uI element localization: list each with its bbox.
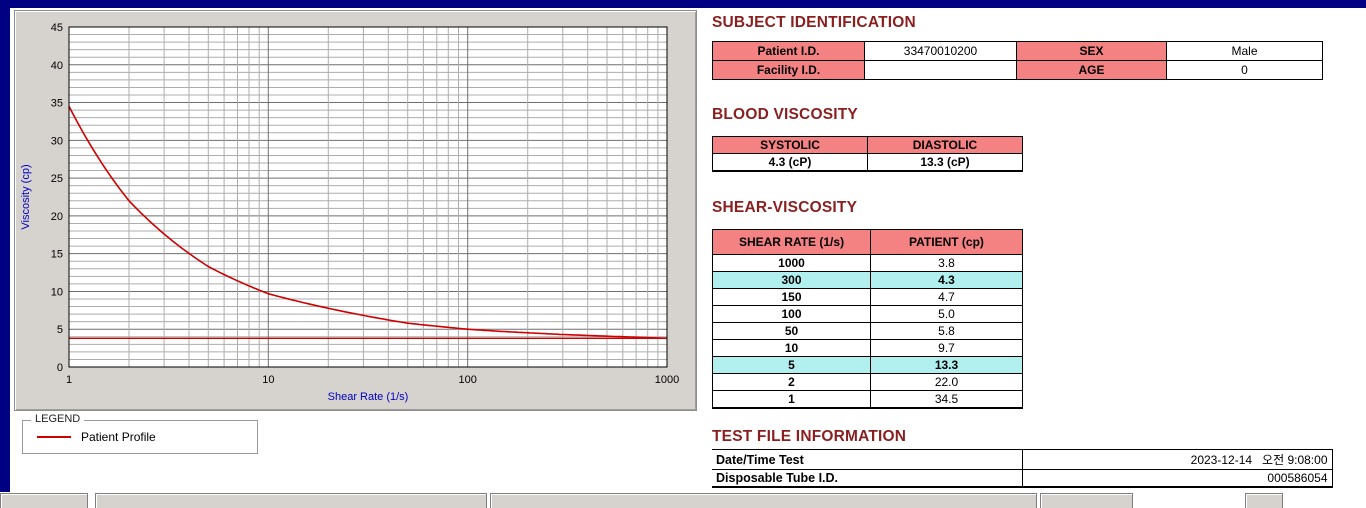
y-tick-label: 15: [51, 249, 63, 261]
shear-rate-cell: 5: [712, 356, 871, 374]
x-axis-title: Shear Rate (1/s): [328, 391, 409, 403]
table-row: SHEAR RATE (1/s) PATIENT (cp): [712, 229, 1023, 255]
table-row: 100 5.0: [712, 305, 1023, 323]
table-row: 2 22.0: [712, 373, 1023, 391]
y-axis-title: Viscosity (cp): [20, 164, 32, 229]
table-row: 4.3 (cP) 13.3 (cP): [712, 153, 1023, 172]
table-row: SYSTOLIC DIASTOLIC: [712, 136, 1023, 154]
patient-viscosity-cell: 4.7: [870, 288, 1023, 306]
age-label: AGE: [1016, 60, 1167, 80]
diastolic-value: 13.3 (cP): [867, 153, 1023, 172]
shear-rate-column-header: SHEAR RATE (1/s): [712, 229, 871, 255]
patient-id-value: 33470010200: [864, 41, 1017, 61]
viscosity-chart-panel: 0 5 10 15 20 25 30 35 40 45 1 10 100 1000 Shear Rate (…: [14, 10, 697, 411]
legend-line-swatch: [37, 436, 71, 438]
legend-entry: Patient Profile: [23, 421, 257, 453]
disposable-tube-id-value: 000586054: [1021, 469, 1333, 488]
table-row: 10 9.7: [712, 339, 1023, 357]
window-titlebar-fragment: [0, 0, 1366, 8]
plot-border: [68, 26, 668, 368]
shear-rate-cell: 150: [712, 288, 871, 306]
patient-viscosity-cell: 3.8: [870, 254, 1023, 272]
blood-viscosity-table: SYSTOLIC DIASTOLIC 4.3 (cP) 13.3 (cP): [712, 136, 1023, 172]
x-tick-label: 1000: [655, 374, 679, 386]
y-tick-label: 30: [51, 135, 63, 147]
test-file-information-table: Date/Time Test 2023-12-14 오전 9:08:00 Dis…: [712, 449, 1333, 488]
shear-rate-cell: 100: [712, 305, 871, 323]
shear-viscosity-body: 1000 3.8 300 4.3 150 4.7 100 5.0 50 5.8 10 9.7 5 13.3…: [712, 254, 1023, 409]
table-row: Date/Time Test 2023-12-14 오전 9:08:00: [712, 449, 1333, 470]
window-left-border: [0, 8, 10, 492]
cutoff-button-3[interactable]: [490, 493, 1037, 508]
x-tick-label: 10: [262, 374, 274, 386]
table-row: 1000 3.8: [712, 254, 1023, 272]
table-row: Patient I.D. 33470010200 SEX Male: [712, 41, 1323, 61]
cutoff-button-2[interactable]: [95, 493, 487, 508]
table-row: Facility I.D. AGE 0: [712, 60, 1323, 80]
systolic-value: 4.3 (cP): [712, 153, 868, 172]
x-tick-label: 1: [66, 374, 72, 386]
shear-viscosity-table: SHEAR RATE (1/s) PATIENT (cp) 1000 3.8 300…: [712, 229, 1023, 409]
table-row: 1 34.5: [712, 390, 1023, 409]
systolic-header: SYSTOLIC: [712, 136, 868, 154]
patient-viscosity-cell: 22.0: [870, 373, 1023, 391]
blood-viscosity-heading: BLOOD VISCOSITY: [712, 106, 858, 123]
shear-rate-cell: 10: [712, 339, 871, 357]
patient-column-header: PATIENT (cp): [870, 229, 1023, 255]
legend-title: LEGEND: [31, 413, 85, 425]
facility-id-value: [864, 60, 1017, 80]
patient-profile-curve: [68, 105, 668, 340]
subject-identification-table: Patient I.D. 33470010200 SEX Male Facili…: [712, 41, 1323, 80]
sex-value: Male: [1166, 41, 1323, 61]
y-tick-label: 40: [51, 60, 63, 72]
chart-legend: LEGEND Patient Profile: [22, 413, 258, 454]
date-time-test-value: 2023-12-14 오전 9:08:00: [1021, 449, 1333, 470]
date-time-test-label: Date/Time Test: [712, 449, 1022, 470]
shear-rate-cell: 1000: [712, 254, 871, 272]
cutoff-button-1[interactable]: [0, 493, 88, 508]
cutoff-button-5[interactable]: [1245, 493, 1283, 508]
legend-entry-label: Patient Profile: [81, 430, 156, 444]
y-tick-label: 10: [51, 286, 63, 298]
sex-label: SEX: [1016, 41, 1167, 61]
cutoff-button-4[interactable]: [1040, 493, 1133, 508]
patient-viscosity-cell: 9.7: [870, 339, 1023, 357]
shear-viscosity-heading: SHEAR-VISCOSITY: [712, 199, 858, 216]
y-tick-label: 0: [57, 362, 63, 374]
table-row: 150 4.7: [712, 288, 1023, 306]
x-tick-label: 100: [458, 374, 476, 386]
test-file-information-heading: TEST FILE INFORMATION: [712, 428, 907, 445]
patient-viscosity-cell: 13.3: [870, 356, 1023, 374]
y-tick-label: 35: [51, 98, 63, 110]
table-row: 5 13.3: [712, 356, 1023, 374]
disposable-tube-id-label: Disposable Tube I.D.: [712, 469, 1022, 488]
diastolic-header: DIASTOLIC: [867, 136, 1023, 154]
shear-rate-cell: 50: [712, 322, 871, 340]
y-tick-label: 20: [51, 211, 63, 223]
shear-rate-cell: 2: [712, 373, 871, 391]
patient-viscosity-cell: 5.8: [870, 322, 1023, 340]
y-tick-label: 5: [57, 324, 63, 336]
table-row: 50 5.8: [712, 322, 1023, 340]
subject-identification-heading: SUBJECT IDENTIFICATION: [712, 14, 916, 31]
shear-rate-cell: 1: [712, 390, 871, 409]
patient-id-label: Patient I.D.: [712, 41, 865, 61]
patient-viscosity-cell: 34.5: [870, 390, 1023, 409]
table-row: 300 4.3: [712, 271, 1023, 289]
patient-viscosity-cell: 4.3: [870, 271, 1023, 289]
y-tick-label: 45: [51, 22, 63, 34]
facility-id-label: Facility I.D.: [712, 60, 865, 80]
table-row: Disposable Tube I.D. 000586054: [712, 469, 1333, 488]
age-value: 0: [1166, 60, 1323, 80]
patient-viscosity-cell: 5.0: [870, 305, 1023, 323]
plot-area: [69, 27, 667, 367]
y-tick-label: 25: [51, 173, 63, 185]
shear-rate-cell: 300: [712, 271, 871, 289]
viscosity-chart: 0 5 10 15 20 25 30 35 40 45 1 10 100 1000 Shear Rate (…: [20, 22, 679, 403]
